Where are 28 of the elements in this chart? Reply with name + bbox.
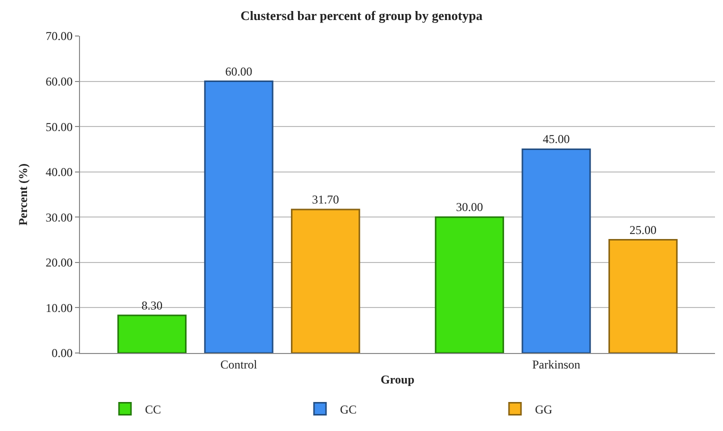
y-tick-label: 40.00 (46, 165, 73, 180)
bar (434, 216, 504, 353)
x-tick-label: Control (220, 357, 258, 372)
legend-label: CC (145, 402, 162, 416)
y-tick-label: 60.00 (46, 74, 73, 88)
y-tick-label: 30.00 (46, 210, 73, 224)
y-tick-label: 0.00 (52, 346, 73, 360)
y-axis-title: Percent (%) (16, 163, 30, 226)
data-label: 45.00 (542, 132, 570, 146)
bar (608, 239, 678, 353)
y-tick-label: 20.00 (46, 256, 73, 270)
chart-title: Clustersd bar percent of group by genotypa (240, 8, 483, 23)
legend-label: GC (340, 402, 357, 416)
bar (290, 208, 360, 353)
legend-label: GG (535, 402, 553, 416)
bar (117, 314, 187, 353)
data-label: 60.00 (225, 64, 252, 78)
bar (204, 80, 274, 353)
y-tick-label: 70.00 (46, 29, 73, 44)
data-label: 8.30 (141, 298, 162, 312)
data-label: 25.00 (630, 222, 657, 237)
y-tick-label: 10.00 (46, 300, 73, 315)
x-axis-title: Group (380, 372, 415, 386)
y-tick-label: 50.00 (46, 120, 73, 134)
data-label: 31.70 (312, 192, 340, 206)
data-label: 30.00 (456, 200, 483, 214)
x-tick-label: Parkinson (532, 357, 580, 372)
bar (522, 148, 591, 353)
